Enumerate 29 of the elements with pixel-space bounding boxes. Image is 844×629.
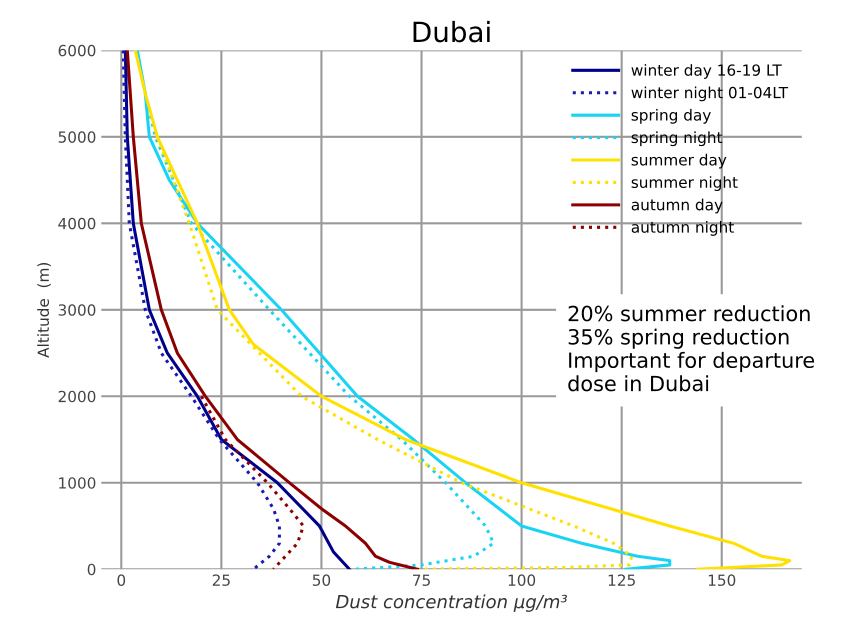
y-tick-label: 0 xyxy=(88,564,96,576)
line-series xyxy=(122,50,281,570)
x-tick-label: 125 xyxy=(608,574,635,586)
y-tick-label: 4000 xyxy=(58,218,96,230)
line-series xyxy=(126,50,420,570)
y-tick-label: 1000 xyxy=(59,477,96,489)
legend-label: spring night xyxy=(632,131,722,146)
y-tick-label: 2000 xyxy=(58,390,96,402)
x-tick-label: 25 xyxy=(212,574,230,586)
annotation: 20% summer reduction 35% spring reduction Important for departure dose in Dubai xyxy=(568,305,814,392)
legend-label: spring day xyxy=(632,108,711,124)
x-tick-label: 0 xyxy=(117,574,126,586)
y-tick-label: 5000 xyxy=(58,131,96,143)
legend-label: summer night xyxy=(632,176,738,191)
legend-label: winter day 16-19 LT xyxy=(631,64,782,79)
x-tick-label: 100 xyxy=(508,574,536,586)
x-tick-label: 50 xyxy=(312,574,330,586)
x-tick-label: 150 xyxy=(708,574,736,586)
x-axis-title: Dust concentration μg/m³ xyxy=(336,594,568,612)
legend-label: summer day xyxy=(632,154,726,169)
y-tick-label: 6000 xyxy=(58,44,96,56)
legend-label: autumn night xyxy=(632,221,734,236)
y-axis-title: Altitude (m) xyxy=(37,262,51,358)
x-tick-label: 75 xyxy=(413,574,430,586)
chart-title: Dubai xyxy=(414,20,490,42)
legend-label: autumn day xyxy=(632,198,723,214)
legend-label: winter night 01-04LT xyxy=(631,86,788,102)
line-series xyxy=(124,50,351,570)
y-tick-label: 3000 xyxy=(58,304,96,316)
